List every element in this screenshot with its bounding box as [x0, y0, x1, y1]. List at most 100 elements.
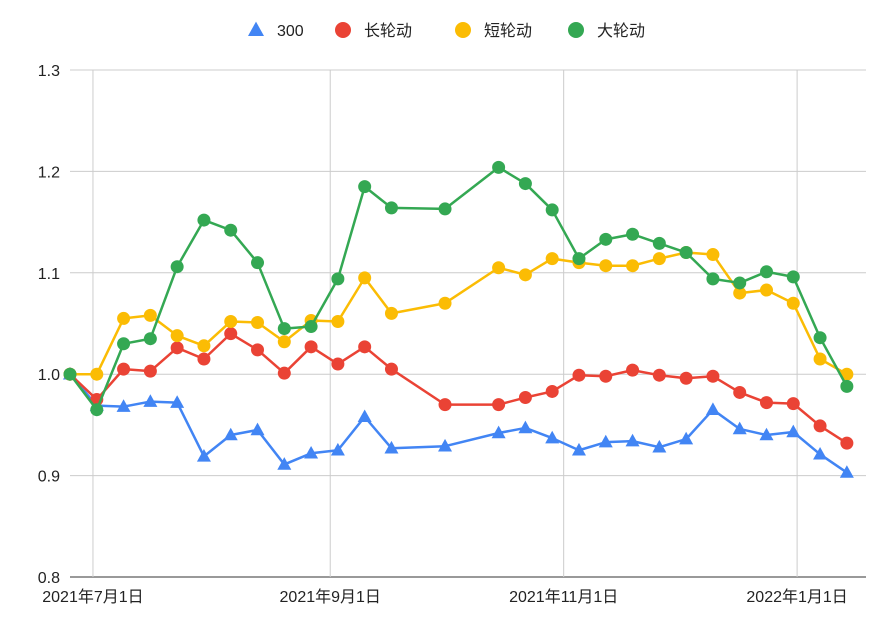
- data-point-marker: [652, 368, 666, 382]
- data-point-marker: [518, 391, 532, 405]
- data-point-marker: [438, 202, 452, 216]
- data-point-marker: [331, 314, 345, 328]
- data-point-marker: [545, 203, 559, 217]
- data-point-marker: [626, 227, 640, 241]
- data-point-marker: [63, 367, 77, 381]
- data-point-marker: [840, 379, 854, 393]
- data-point-marker: [545, 384, 559, 398]
- data-point-marker: [518, 268, 532, 282]
- data-point-marker: [706, 272, 720, 286]
- series-1: [63, 327, 854, 450]
- data-point-marker: [277, 322, 291, 336]
- x-tick-label: 2021年7月1日: [42, 588, 143, 606]
- data-point-marker: [357, 409, 372, 423]
- data-point-marker: [705, 402, 720, 415]
- data-point-marker: [760, 396, 773, 410]
- data-point-marker: [224, 223, 238, 237]
- data-point-marker: [277, 366, 291, 380]
- data-point-marker: [116, 399, 131, 412]
- data-point-marker: [572, 252, 586, 266]
- x-tick-label: 2021年9月1日: [280, 588, 381, 606]
- data-point-marker: [840, 436, 854, 450]
- data-point-marker: [706, 248, 720, 262]
- series-layer: [63, 160, 854, 478]
- y-tick-label: 0.8: [38, 570, 60, 587]
- data-point-marker: [277, 335, 291, 349]
- data-point-marker: [679, 246, 693, 260]
- data-point-marker: [117, 311, 131, 325]
- data-point-marker: [518, 177, 532, 191]
- legend-label: 300: [277, 23, 304, 40]
- y-tick-label: 1.3: [38, 63, 60, 80]
- data-point-marker: [599, 369, 613, 383]
- legend-item: 大轮动: [568, 22, 645, 40]
- data-point-marker: [786, 296, 800, 310]
- chart-gridlines: [70, 69, 866, 578]
- data-point-marker: [143, 394, 158, 407]
- legend-triangle-icon: [248, 21, 264, 36]
- data-point-marker: [170, 260, 184, 274]
- data-point-marker: [813, 446, 828, 460]
- data-point-marker: [90, 367, 104, 381]
- data-point-marker: [679, 371, 693, 385]
- data-point-marker: [304, 445, 319, 459]
- data-point-marker: [813, 352, 827, 366]
- data-point-marker: [518, 420, 533, 434]
- data-point-marker: [277, 457, 292, 470]
- data-point-marker: [170, 341, 184, 355]
- data-point-marker: [251, 343, 265, 357]
- data-point-marker: [652, 252, 666, 266]
- legend-item: 300: [248, 21, 304, 40]
- data-point-marker: [840, 367, 854, 381]
- data-point-marker: [224, 327, 238, 341]
- data-point-marker: [438, 438, 453, 452]
- series-line: [68, 166, 849, 411]
- data-point-marker: [759, 427, 774, 441]
- data-point-marker: [438, 398, 452, 412]
- data-point-marker: [90, 403, 104, 417]
- data-point-marker: [625, 433, 640, 447]
- y-tick-label: 1.0: [38, 367, 60, 384]
- data-point-marker: [304, 340, 318, 354]
- data-point-marker: [598, 434, 613, 448]
- data-point-marker: [545, 252, 559, 266]
- data-point-marker: [545, 430, 560, 444]
- data-point-marker: [358, 340, 372, 354]
- data-point-marker: [384, 440, 399, 454]
- data-point-marker: [733, 286, 747, 300]
- series-line: [68, 251, 849, 376]
- series-line: [68, 332, 849, 445]
- data-point-marker: [733, 276, 747, 290]
- data-point-marker: [652, 439, 667, 453]
- data-point-marker: [599, 232, 613, 246]
- data-point-marker: [384, 306, 398, 320]
- data-point-marker: [492, 261, 506, 275]
- legend-label: 大轮动: [597, 22, 645, 40]
- data-point-marker: [679, 431, 694, 445]
- data-point-marker: [438, 296, 452, 310]
- legend-label: 长轮动: [364, 22, 412, 40]
- data-point-marker: [813, 419, 827, 433]
- data-point-marker: [143, 332, 157, 346]
- x-tick-label: 2022年1月1日: [746, 588, 847, 606]
- legend-item: 短轮动: [455, 22, 532, 40]
- chart-legend: 300 长轮动 短轮动 大轮动: [248, 21, 645, 40]
- data-point-marker: [331, 272, 345, 286]
- data-point-marker: [786, 397, 800, 411]
- data-point-marker: [786, 424, 801, 438]
- data-point-marker: [839, 465, 854, 478]
- x-tick-label: 2021年11月1日: [509, 588, 618, 606]
- data-point-marker: [358, 180, 372, 194]
- data-point-marker: [733, 385, 747, 399]
- data-point-marker: [358, 271, 372, 285]
- series-line: [68, 372, 849, 474]
- data-point-marker: [197, 213, 211, 227]
- series-0: [63, 366, 854, 478]
- data-point-marker: [384, 201, 398, 215]
- data-point-marker: [331, 357, 345, 371]
- data-point-marker: [117, 337, 131, 351]
- data-point-marker: [786, 270, 800, 284]
- data-point-marker: [760, 283, 773, 297]
- data-point-marker: [652, 236, 666, 250]
